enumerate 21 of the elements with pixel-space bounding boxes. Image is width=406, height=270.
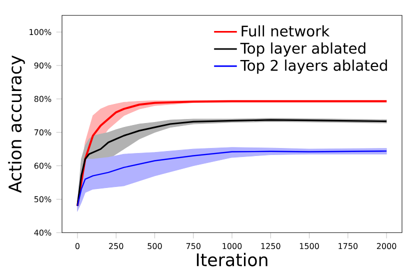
- x-axis-title: Iteration: [196, 252, 268, 266]
- y-axis-title: Action accuracy: [8, 55, 25, 193]
- x-tick-label: 1000: [222, 243, 242, 250]
- y-tick-label: 50%: [34, 196, 52, 202]
- x-tick-label: 750: [186, 243, 200, 250]
- legend-label: Full network: [242, 25, 330, 37]
- legend-label: Top 2 layers ablated: [240, 60, 387, 74]
- x-tick-label: 2000: [376, 243, 396, 250]
- y-tick-label: 80%: [34, 96, 52, 102]
- x-tick-label: 1250: [261, 243, 280, 250]
- y-tick-label: 70%: [34, 129, 52, 136]
- y-tick-label: 90%: [34, 62, 52, 68]
- x-tick-label: 500: [148, 243, 162, 250]
- y-tick-label: 100%: [30, 29, 52, 36]
- x-tick-label: 1500: [300, 243, 319, 250]
- y-tick-label: 40%: [34, 230, 52, 236]
- x-tick-label: 0: [75, 243, 80, 250]
- x-tick-label: 250: [109, 243, 124, 250]
- legend-label: Top layer ablated: [240, 42, 366, 57]
- y-tick-label: 60%: [34, 162, 52, 169]
- x-tick-label: 1750: [338, 243, 358, 250]
